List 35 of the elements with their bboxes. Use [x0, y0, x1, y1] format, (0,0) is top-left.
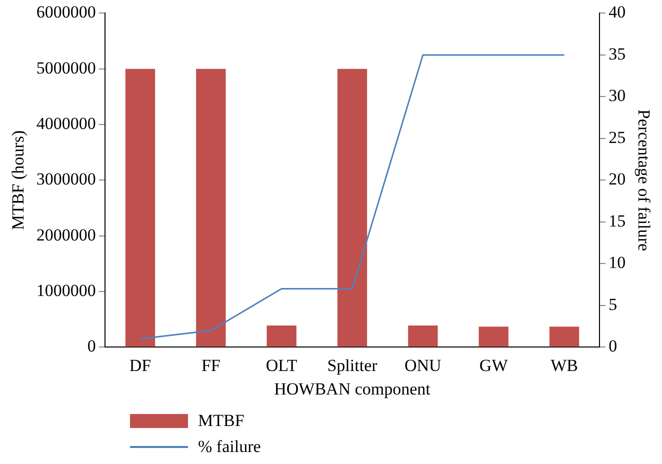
x-tick-label: Splitter — [327, 356, 378, 375]
y-tick-label: 2000000 — [36, 225, 96, 244]
y2-tick-label: 25 — [608, 128, 626, 147]
y-axis-title: MTBF (hours) — [8, 130, 28, 230]
bar — [478, 326, 508, 347]
y2-axis-title: Percentage of failure — [634, 109, 654, 251]
y2-tick-label: 40 — [608, 2, 626, 22]
legend-label: MTBF — [198, 411, 244, 431]
bar — [408, 325, 438, 347]
bar — [196, 68, 226, 347]
y2-tick-label: 15 — [608, 211, 626, 230]
y-tick-label: 4000000 — [36, 114, 96, 133]
legend-label: % failure — [198, 437, 261, 457]
y2-tick-label: 5 — [608, 294, 618, 314]
y2-tick-label: 10 — [608, 253, 626, 272]
bar — [549, 326, 580, 347]
bar — [125, 68, 156, 347]
y-tick-label: 0 — [87, 336, 96, 356]
y-tick-label: 1000000 — [36, 281, 96, 300]
y-tick-label: 3000000 — [36, 170, 96, 189]
bar — [337, 68, 368, 347]
bar — [266, 325, 296, 347]
y-tick-label: 5000000 — [36, 58, 96, 78]
y2-tick-label: 35 — [608, 44, 626, 64]
x-tick-label: WB — [550, 356, 578, 375]
x-tick-label: ONU — [404, 356, 442, 375]
x-tick-label: DF — [129, 356, 152, 375]
y2-tick-label: 30 — [608, 86, 626, 106]
x-axis-title: HOWBAN component — [274, 379, 431, 398]
y2-tick-label: 20 — [608, 170, 626, 189]
x-tick-label: GW — [479, 356, 509, 375]
y-tick-label: 6000000 — [36, 2, 96, 22]
x-tick-label: OLT — [266, 356, 298, 375]
y2-tick-label: 0 — [608, 336, 618, 356]
x-tick-label: FF — [201, 356, 220, 375]
